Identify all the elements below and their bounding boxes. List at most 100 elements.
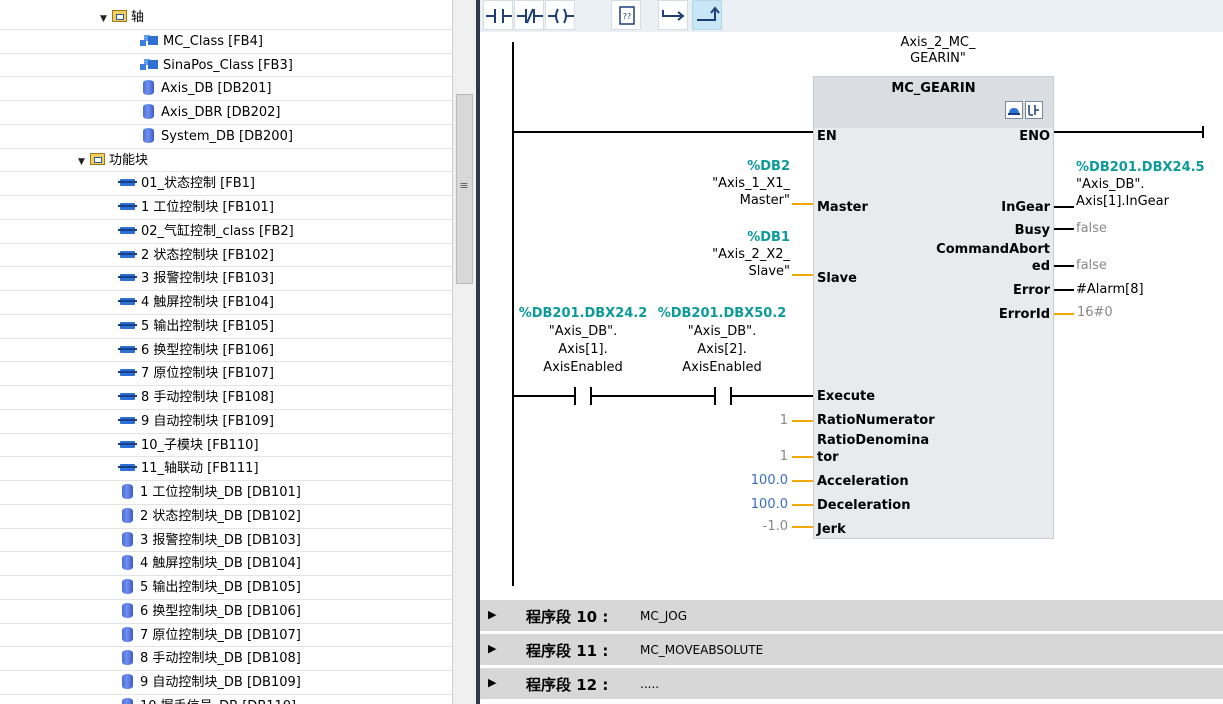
jerk-value: -1.0 (762, 519, 788, 534)
network-10[interactable]: ▶ 程序段 10 : MC_JOG (480, 600, 1223, 634)
empty-box-button[interactable]: ?? (611, 0, 641, 30)
data-block-icon (122, 484, 133, 499)
tree-item[interactable]: 8 手动控制块_DB [DB108] (0, 647, 452, 671)
tree-item-content: System_DB [DB200] (143, 125, 293, 149)
network-11[interactable]: ▶ 程序段 11 : MC_MOVEABSOLUTE (480, 634, 1223, 668)
execute-wire-3 (732, 395, 813, 397)
tree-item[interactable]: Axis_DB [DB201] (0, 77, 452, 101)
tree-item[interactable]: 02_气缸控制_class [FB2] (0, 220, 452, 244)
tree-item[interactable]: 2 状态控制块_DB [DB102] (0, 505, 452, 529)
open-branch-button[interactable] (658, 0, 688, 30)
panel-splitter[interactable] (476, 0, 480, 704)
tree-item-content: SinaPos_Class [FB3] (140, 54, 293, 78)
tree-item-content: 8 手动控制块_DB [DB108] (122, 647, 301, 671)
tree-item[interactable]: 4 触屏控制块_DB [DB104] (0, 552, 452, 576)
function-block-icon (118, 343, 137, 356)
tree-item-label: 7 原位控制块 [FB107] (141, 366, 274, 382)
tree-item[interactable]: ▼ 轴 (0, 6, 452, 30)
tree-item[interactable]: 10_子模块 [FB110] (0, 434, 452, 458)
execute-wire-2 (592, 395, 714, 397)
no-contact-button[interactable] (483, 0, 513, 30)
network-canvas[interactable]: Axis_2_MC_ GEARIN" MC_GEARIN (480, 32, 1223, 602)
function-block-icon (118, 366, 137, 379)
tree-item[interactable]: SinaPos_Class [FB3] (0, 54, 452, 78)
tree-item[interactable]: 11_轴联动 [FB111] (0, 457, 452, 481)
tree-item[interactable]: Axis_DBR [DB202] (0, 101, 452, 125)
tree-item-content: 7 原位控制块_DB [DB107] (122, 624, 301, 648)
svg-text:??: ?? (623, 12, 632, 21)
expand-arrow-icon[interactable]: ▶ (488, 608, 497, 621)
network-12[interactable]: ▶ 程序段 12 : ..... (480, 668, 1223, 702)
tree-scrollbar[interactable]: ≡ (452, 0, 476, 704)
expand-arrow-icon[interactable]: ▼ (100, 14, 107, 24)
nc-contact-button[interactable] (514, 0, 544, 30)
tree-item[interactable]: 6 换型控制块 [FB106] (0, 339, 452, 363)
tree-item-content: 5 输出控制块_DB [DB105] (122, 576, 301, 600)
tree-item[interactable]: 2 状态控制块 [FB102] (0, 244, 452, 268)
tree-item[interactable]: MC_Class [FB4] (0, 30, 452, 54)
folder-icon (112, 10, 127, 22)
tree-item-content: 3 报警控制块_DB [DB103] (122, 529, 301, 553)
tree-item-content: 1 工位控制块 [FB101] (118, 196, 274, 220)
block-header: MC_GEARIN (814, 77, 1053, 128)
block-param-button[interactable] (1025, 101, 1043, 119)
close-branch-button[interactable] (692, 0, 722, 30)
tree-item[interactable]: ▼ 功能块 (0, 149, 452, 173)
power-rail (512, 42, 514, 586)
tree-item[interactable]: 3 报警控制块 [FB103] (0, 267, 452, 291)
tree-item-label: 11_轴联动 [FB111] (141, 461, 259, 477)
network-12-name: ..... (640, 677, 660, 691)
tree-item-label: SinaPos_Class [FB3] (163, 57, 293, 73)
tree-item-label: 1 工位控制块_DB [DB101] (140, 485, 301, 500)
acceleration-wire (792, 480, 813, 482)
data-block-icon (122, 579, 133, 594)
project-tree-rows: ▼ 轴 MC_Class [FB4] SinaPos_Class [FB3] Axis_… (0, 6, 452, 704)
data-block-icon (122, 697, 133, 704)
tree-item[interactable]: 9 自动控制块_DB [DB109] (0, 671, 452, 695)
contact1-operand-line1: "Axis_DB". (548, 324, 618, 339)
class-block-icon (140, 58, 159, 71)
mc-gearin-block[interactable]: MC_GEARIN (813, 76, 1054, 539)
tree-item[interactable]: 3 报警控制块_DB [DB103] (0, 529, 452, 553)
expand-arrow-icon[interactable]: ▶ (488, 642, 497, 655)
tree-item[interactable]: 5 输出控制块 [FB105] (0, 315, 452, 339)
errorid-value: 16#0 (1077, 305, 1113, 320)
tree-item-content: 6 换型控制块_DB [DB106] (122, 600, 301, 624)
pin-ratio-denominator-line2: tor (817, 450, 839, 465)
tree-item[interactable]: 6 换型控制块_DB [DB106] (0, 600, 452, 624)
expand-arrow-icon[interactable]: ▶ (488, 676, 497, 689)
tree-item[interactable]: 7 原位控制块_DB [DB107] (0, 624, 452, 648)
tree-item-content: ▼ 功能块 (78, 149, 148, 175)
tree-item[interactable]: 9 自动控制块 [FB109] (0, 410, 452, 434)
block-mode-button[interactable] (1005, 101, 1023, 119)
tree-item[interactable]: 7 原位控制块 [FB107] (0, 362, 452, 386)
tree-scrollbar-thumb[interactable] (456, 94, 473, 284)
master-operand-line1: "Axis_1_X1_ (712, 176, 790, 191)
pin-command-aborted-line2: ed (1031, 259, 1050, 274)
contact-axis1-enabled[interactable] (574, 387, 592, 405)
tree-item[interactable]: System_DB [DB200] (0, 125, 452, 149)
expand-arrow-icon[interactable]: ▼ (78, 156, 85, 167)
tree-item-label: 2 状态控制块_DB [DB102] (140, 508, 301, 524)
tree-item[interactable]: 1 工位控制块 [FB101] (0, 196, 452, 220)
tree-item-content: 02_气缸控制_class [FB2] (118, 220, 294, 244)
function-block-icon (118, 414, 137, 427)
jerk-wire (792, 526, 813, 528)
contact-axis2-enabled[interactable] (714, 387, 732, 405)
instance-db-line2: GEARIN" (910, 51, 966, 66)
tree-item[interactable]: 01_状态控制 [FB1] (0, 172, 452, 196)
nc-contact-icon (517, 8, 543, 24)
pin-errorid: ErrorId (998, 307, 1050, 322)
tree-item[interactable]: 1 工位控制块_DB [DB101] (0, 481, 452, 505)
tree-item-content: ▼ 轴 (100, 6, 144, 32)
tree-item[interactable]: 10 握手信号_DB [DB110] (0, 695, 452, 704)
function-block-icon (118, 295, 137, 308)
tree-item[interactable]: 5 输出控制块_DB [DB105] (0, 576, 452, 600)
tree-item-label: 功能块 (109, 152, 149, 168)
pin-ratio-numerator: RatioNumerator (817, 413, 935, 428)
tree-item[interactable]: 4 触屏控制块 [FB104] (0, 291, 452, 315)
slave-address: %DB1 (747, 230, 790, 245)
tree-item-content: 01_状态控制 [FB1] (118, 172, 255, 196)
coil-button[interactable] (545, 0, 575, 30)
tree-item[interactable]: 8 手动控制块 [FB108] (0, 386, 452, 410)
